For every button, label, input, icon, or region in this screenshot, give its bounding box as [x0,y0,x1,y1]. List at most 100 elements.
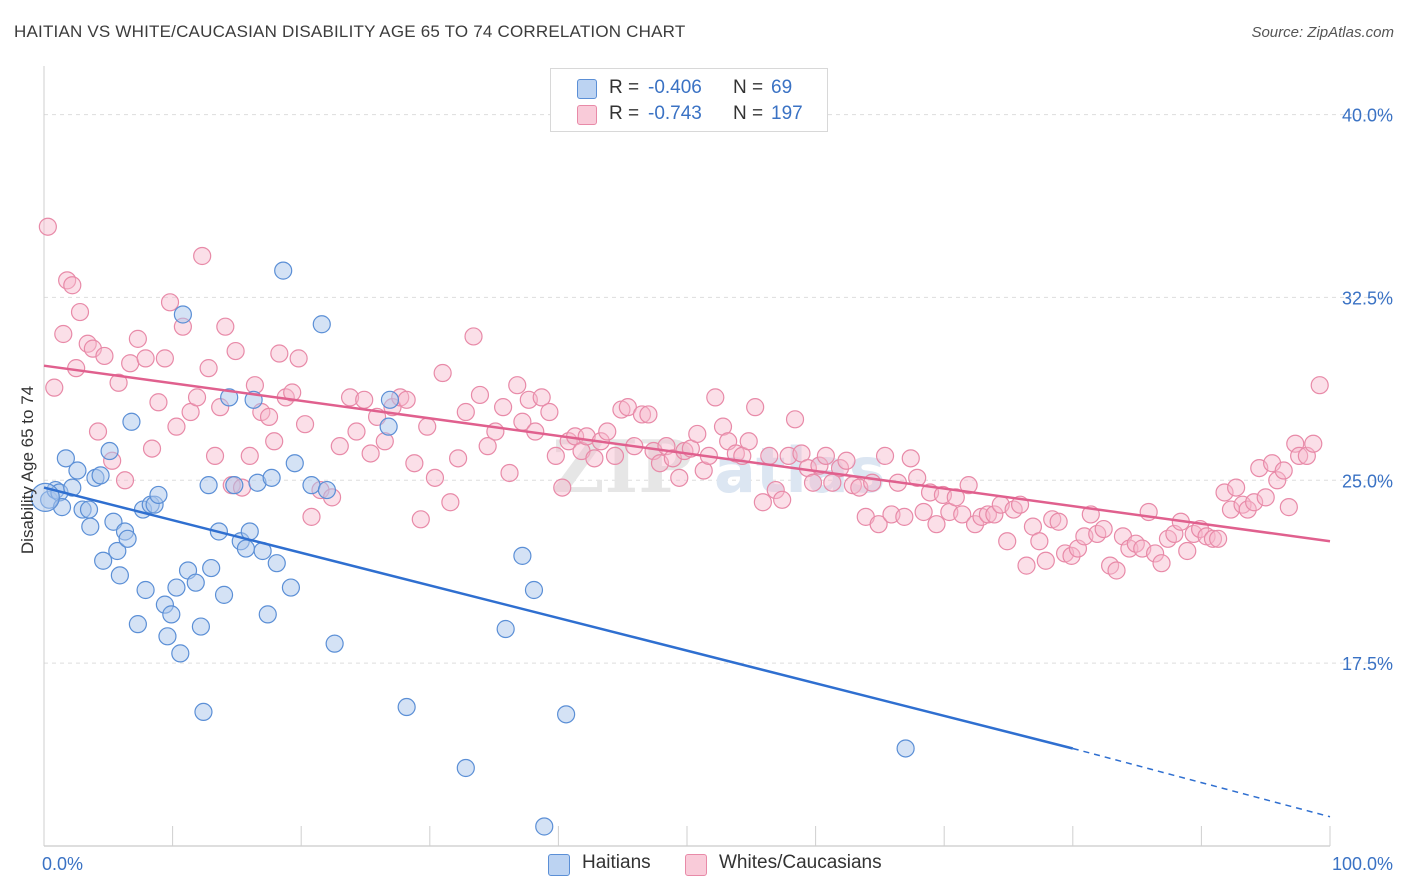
haitians-point [312,315,331,334]
whites-caucasians-point [998,532,1017,551]
haitians-point [81,517,100,536]
whites-caucasians-point [965,515,985,534]
haitians-point [158,627,177,646]
trend-lines [43,364,1331,818]
whites-caucasians-point [464,327,483,346]
haitians-point [202,558,221,578]
whites-caucasians-point [149,393,168,412]
whites-caucasians-point [199,359,218,378]
whites-caucasians-point [283,383,302,402]
correlation-legend: R = -0.406 N = 69 R = -0.743 N = 197 [550,68,828,132]
whites-caucasians-point [1146,544,1165,563]
y-tick-label: 25.0% [1342,471,1393,491]
whites-caucasians-point [803,473,823,492]
whites-caucasians-point [397,390,416,409]
whites-caucasians-point [193,246,212,266]
whites-caucasians-point [618,398,637,417]
whites-caucasians-point [760,446,779,466]
r-label: R = [609,77,640,98]
whites-caucasians-point [959,476,978,495]
series-legend: Haitians Whites/Caucasians [0,852,1406,878]
haitians-point [128,615,147,634]
whites-caucasians-point [1245,493,1264,512]
whites-caucasians-point [456,402,475,422]
whites-caucasians-point [953,505,972,524]
whites-caucasians-point [270,344,289,363]
whites-caucasians-point [639,405,658,424]
whites-caucasians-point [605,446,625,466]
haitians-swatch [577,79,597,99]
whites-caucasians-point [1152,554,1171,573]
whites-trend-line [43,364,1331,543]
whites-caucasians-point [598,422,617,441]
whites-swatch [577,105,597,125]
whites-caucasians-point [361,444,380,463]
haitians-point [258,605,277,624]
y-tick-label: 32.5% [1342,288,1393,308]
whites-caucasians-point [226,341,245,361]
whites-caucasians-point [746,398,765,417]
whites-caucasians-point [706,388,725,407]
whites-caucasians-point [115,471,135,490]
r-label: R = [609,103,640,124]
haitians-point [108,541,127,561]
haitians-point [136,580,155,600]
n-value: 197 [771,103,803,124]
haitians-point [325,634,344,653]
whites-caucasians-point [1233,495,1252,514]
whites-caucasians-point [1279,498,1298,517]
whites-caucasians-point [946,488,965,507]
haitians-point [397,697,416,717]
whites-caucasians-point [1209,529,1228,548]
haitians-point [194,702,213,722]
haitians-point [524,580,544,600]
legend-row-whites: R = -0.743 N = 197 [551,101,827,127]
whites-caucasians-point [478,437,497,456]
whites-caucasians-point [1304,434,1323,453]
whites-caucasians-point [355,390,374,409]
whites-caucasians-point [1062,546,1081,565]
haitians-point [100,441,119,461]
whites-caucasians-point [632,405,652,424]
whites-caucasians-point [1017,556,1036,575]
whites-caucasians-point [1238,500,1257,519]
legend-row-haitians: R = -0.406 N = 69 [551,75,827,101]
whites-caucasians-point [95,346,114,366]
chart-title: HAITIAN VS WHITE/CAUCASIAN DISABILITY AG… [14,22,686,41]
haitians-point [557,705,576,724]
whites-caucasians-point [63,276,82,295]
haitians-point [56,449,75,468]
whites-caucasians-point [532,388,551,407]
haitians-point [167,578,186,597]
whites-caucasians-point [670,468,689,487]
haitians-point [162,605,181,624]
whites-caucasians-point [753,493,772,512]
whites-caucasians-point [494,398,513,417]
whites-caucasians-point [914,502,933,522]
whites-caucasians-point [1030,532,1049,551]
whites-caucasians-point [128,329,147,348]
haitians-point [63,478,82,497]
haitians-point [79,500,99,519]
whites-caucasians-point [927,515,946,534]
whites-caucasians-point [688,424,707,444]
whites-caucasians-point [1049,512,1068,531]
whites-caucasians-point [1203,529,1223,548]
whites-caucasians-point [205,446,225,466]
whites-caucasians-point [340,388,360,407]
whites-caucasians-point [1274,461,1293,480]
haitians-trend-extension [1072,747,1331,818]
whites-caucasians-point [265,432,284,451]
haitians-point [535,817,554,836]
whites-caucasians-point [240,446,259,466]
whites-caucasians-point [411,510,430,529]
whites-caucasians-point [167,417,186,436]
haitians-point [94,551,113,570]
x-tick-label: 100.0% [1332,854,1393,874]
whites-caucasians-point [58,271,77,290]
whites-caucasians-point [837,451,856,470]
whites-caucasians-point [546,446,565,466]
whites-caucasians-point [441,493,460,512]
axes [43,66,1331,847]
whites-caucasians-point [54,324,73,344]
